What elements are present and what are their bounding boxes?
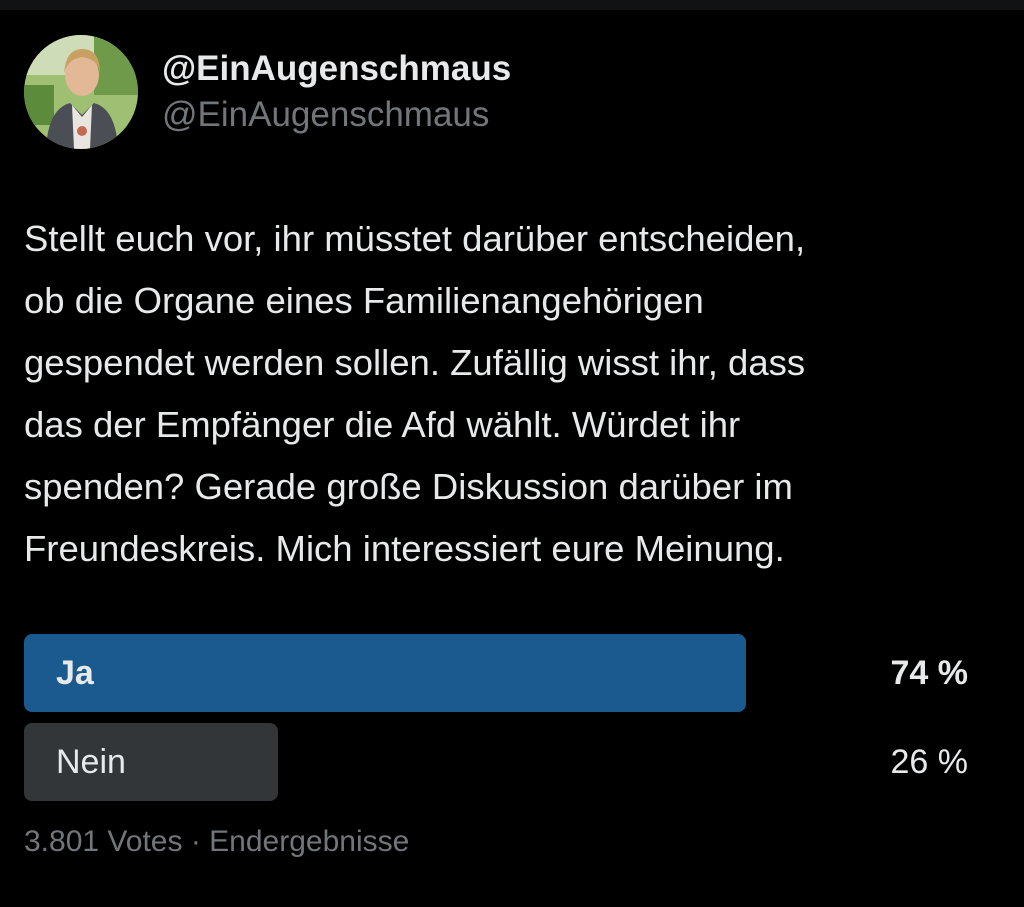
avatar[interactable] <box>24 35 138 149</box>
poll-result-bar <box>24 723 278 801</box>
tweet-text-line: das der Empfänger die Afd wählt. Würdet … <box>24 404 741 445</box>
tweet-header: @EinAugenschmaus @EinAugenschmaus <box>24 34 511 150</box>
tweet-text-line: Stellt euch vor, ihr müsstet darüber ent… <box>24 218 806 259</box>
top-strip <box>0 0 1024 10</box>
user-handle[interactable]: @EinAugenschmaus <box>162 95 490 134</box>
poll-option-label: Ja <box>56 654 94 692</box>
tweet-text-line: spenden? Gerade große Diskussion darüber… <box>24 466 793 507</box>
poll-option-percent: 26 % <box>890 743 969 781</box>
poll-status: Endergebnisse <box>209 825 410 858</box>
poll: Ja 74 % Nein 26 % <box>24 634 974 812</box>
profile-photo-icon <box>24 35 138 149</box>
tweet-text-line: ob die Organe eines Familienangehörigen <box>24 280 704 321</box>
tweet-text-line: Freundeskreis. Mich interessiert eure Me… <box>24 528 785 569</box>
poll-option-percent: 74 % <box>890 654 969 692</box>
poll-option-ja: Ja 74 % <box>24 634 974 712</box>
tweet-text: Stellt euch vor, ihr müsstet darüber ent… <box>24 208 1004 580</box>
separator-dot: · <box>190 825 201 858</box>
poll-option-label: Nein <box>56 743 126 781</box>
tweet-text-line: gespendet werden sollen. Zufällig wisst … <box>24 342 806 383</box>
poll-option-nein: Nein 26 % <box>24 723 974 801</box>
poll-footer: 3.801 Votes · Endergebnisse <box>24 820 409 864</box>
author-names: @EinAugenschmaus @EinAugenschmaus <box>162 47 511 137</box>
display-name[interactable]: @EinAugenschmaus <box>162 49 512 88</box>
vote-count: 3.801 Votes <box>24 825 183 858</box>
poll-result-bar <box>24 634 746 712</box>
